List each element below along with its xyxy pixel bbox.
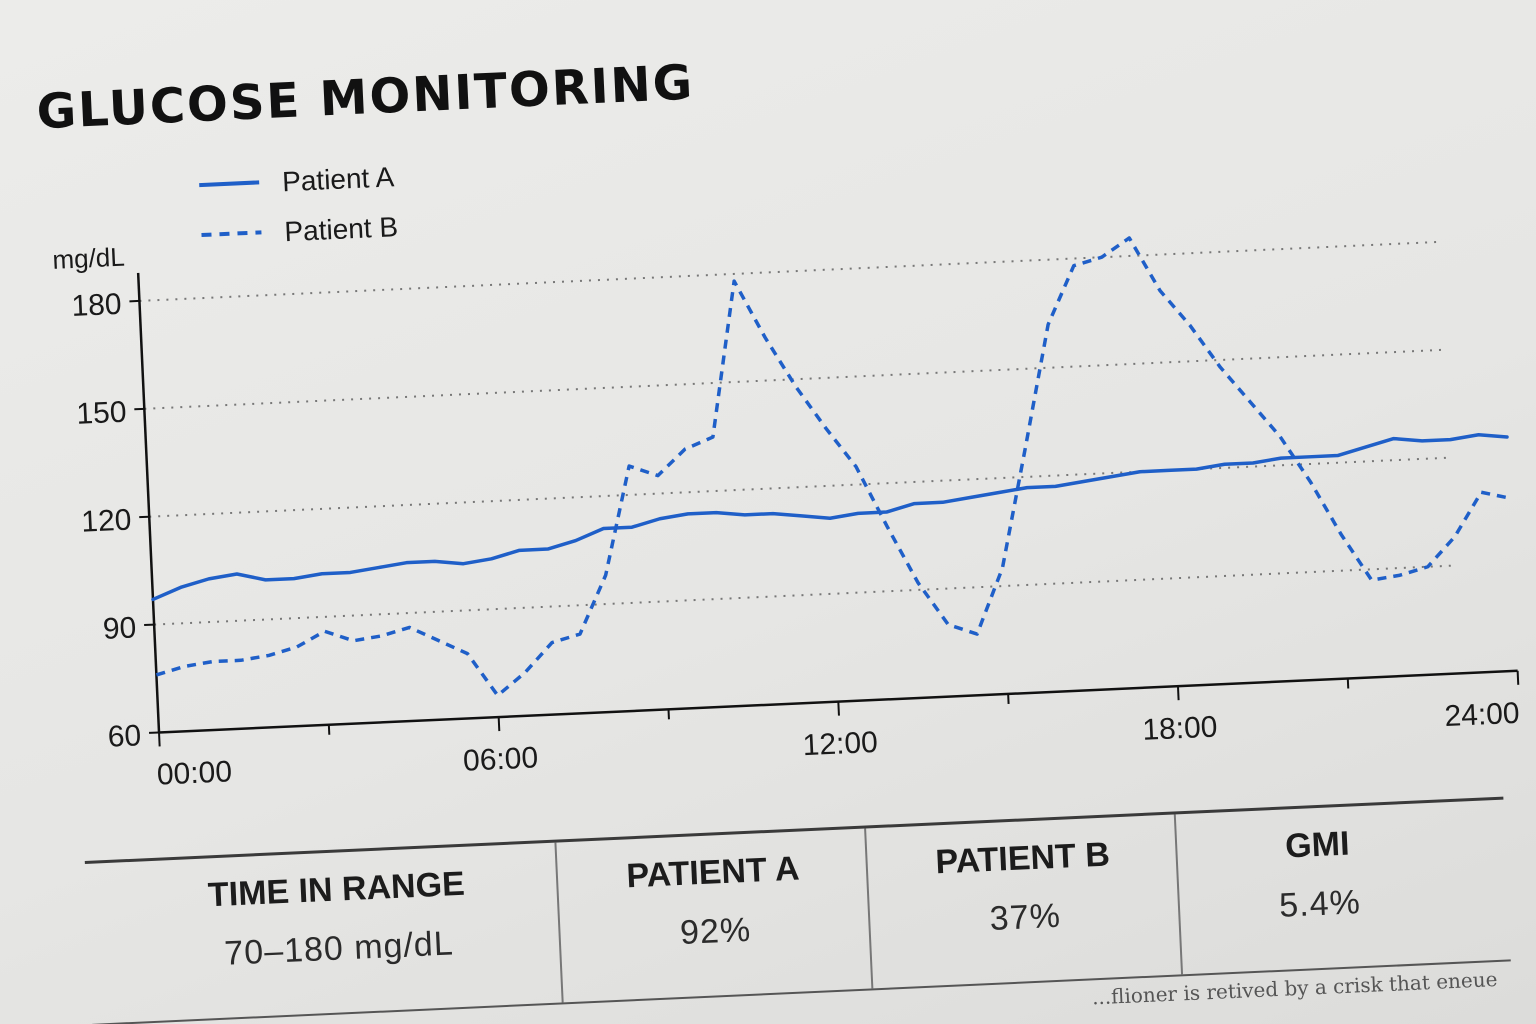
gridline [149, 456, 1448, 518]
gmi-cell: GMI 5.4% [1173, 801, 1463, 975]
x-tick-mark [837, 701, 840, 716]
series-patient-a-line [151, 432, 1509, 602]
x-tick-mark [497, 717, 501, 732]
y-axis-label: mg/dL [52, 242, 126, 275]
patient-b-label: PATIENT B [934, 835, 1111, 882]
y-axis [136, 272, 161, 733]
patient-b-value: 37% [988, 896, 1062, 938]
time-in-range-sub: 70–180 mg/dL [223, 924, 455, 973]
gridline [154, 564, 1453, 626]
time-in-range-cell: TIME IN RANGE 70–180 mg/dL [125, 843, 552, 1022]
x-tick-label: 00:00 [156, 755, 232, 791]
legend-label-patient-a: Patient A [281, 161, 395, 197]
glucose-line-chart: 60 90 120 150 180 mg/dL 00:00 06:00 12:00 18:00 24… [52, 161, 1521, 791]
y-tick-label: 180 [71, 288, 123, 323]
patient-a-cell: PATIENT A 92% [554, 828, 874, 1003]
y-tick-label: 120 [81, 504, 133, 539]
x-tick-mark [1176, 686, 1180, 701]
legend-swatch-patient-a [199, 180, 260, 188]
legend-label-patient-b: Patient B [284, 211, 399, 247]
y-tick-label: 150 [76, 396, 128, 431]
time-in-range-label: TIME IN RANGE [207, 864, 466, 915]
patient-a-label: PATIENT A [625, 849, 801, 896]
x-tick-label: 12:00 [802, 726, 878, 762]
gmi-value: 5.4% [1278, 883, 1362, 925]
y-tick-label: 60 [107, 719, 142, 753]
gridline [144, 348, 1444, 410]
x-tick-label: 18:00 [1142, 710, 1218, 746]
gridline [139, 240, 1439, 302]
series-patient-b-line [155, 236, 1511, 698]
patient-b-cell: PATIENT B 37% [864, 814, 1184, 989]
gmi-label: GMI [1284, 824, 1351, 866]
patient-a-value: 92% [679, 910, 752, 953]
x-tick-mark [158, 732, 161, 747]
y-tick-label: 90 [102, 611, 137, 645]
x-tick-mark [1516, 670, 1520, 685]
legend-swatch-patient-b [201, 230, 262, 238]
x-tick-label: 24:00 [1444, 697, 1520, 733]
x-tick-label: 06:00 [462, 741, 538, 777]
